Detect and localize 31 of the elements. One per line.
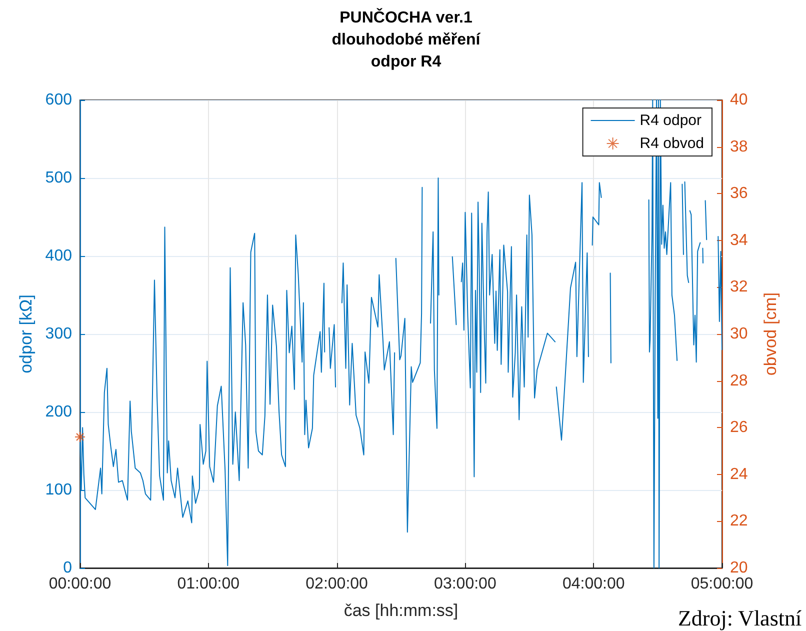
- y2-tick-label: 26: [730, 419, 748, 436]
- y2-tick-label: 24: [730, 466, 748, 483]
- y-tick-label: 100: [45, 482, 72, 498]
- y-tick-label: 300: [45, 326, 72, 342]
- y2-tick-label: 34: [730, 232, 748, 249]
- y2-axis-title: obvod [cm]: [761, 292, 780, 376]
- y-tick-label: 200: [45, 404, 72, 420]
- legend-label: R4 odpor: [640, 112, 702, 129]
- y-tick-label: 400: [45, 248, 72, 264]
- y-tick-label: 500: [45, 170, 72, 186]
- y2-tick-label: 20: [730, 560, 748, 576]
- y-axis-title: odpor [kΩ]: [16, 294, 36, 374]
- x-tick-label: 02:00:00: [306, 576, 368, 592]
- y2-tick-label: 22: [730, 512, 748, 530]
- y-tick-label: 600: [45, 92, 72, 108]
- x-tick-label: 03:00:00: [434, 576, 496, 592]
- y2-tick-label: 36: [730, 185, 748, 202]
- x-tick-label: 04:00:00: [562, 576, 625, 592]
- legend-label: R4 obvod: [640, 135, 704, 152]
- text: Zdroj: Vlastní: [678, 606, 802, 630]
- x-axis-title: čas [hh:mm:ss]: [344, 601, 458, 620]
- y2-tick-label: 40: [730, 92, 748, 108]
- y2-tick-label: 30: [730, 326, 748, 342]
- y-tick-label: 0: [63, 560, 72, 576]
- x-tick-label: 01:00:00: [177, 576, 240, 592]
- y2-tick-label: 38: [730, 138, 748, 156]
- chart-title: PUNČOCHA ver.1 dlouhodobé měření odpor R4: [332, 8, 481, 70]
- x-tick-label: 00:00:00: [48, 576, 112, 592]
- y2-tick-label: 32: [730, 278, 748, 296]
- x-tick-label: 05:00:00: [690, 576, 754, 592]
- y2-tick-label: 28: [730, 372, 748, 390]
